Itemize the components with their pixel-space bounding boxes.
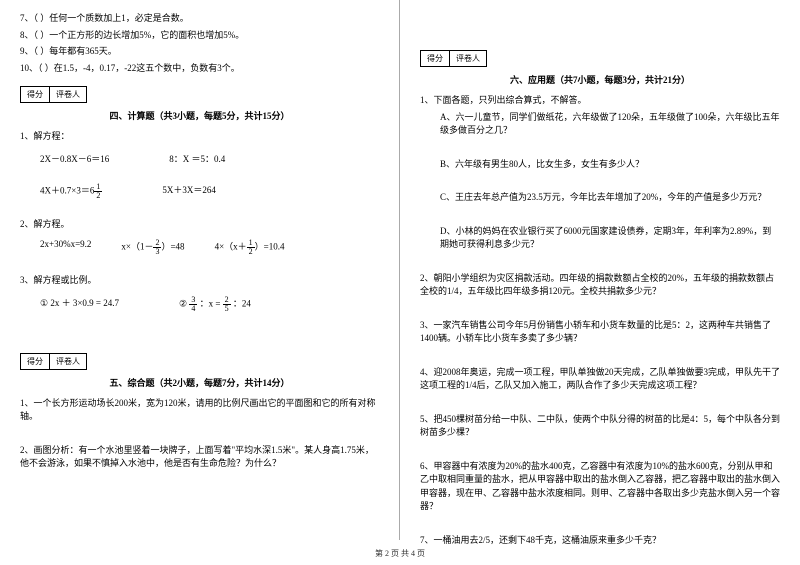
equation-row-3: 2x+30%x=9.2 x×（1－23）=48 4×（x＋12）=10.4 — [40, 239, 379, 256]
score-label-5: 得分 — [21, 354, 50, 369]
eq-2a: 4X＋0.7×3＝612 — [40, 183, 102, 200]
fraction-3-4: 34 — [189, 296, 197, 313]
eq-3c: 4×（x＋12）=10.4 — [215, 239, 285, 256]
section-5-title: 五、综合题（共2小题，每题7分，共计14分） — [20, 376, 379, 389]
composite-1: 1、一个长方形运动场长200米，宽为120米，请用的比例尺画出它的平面图和它的所… — [20, 397, 379, 424]
score-box-sec6: 得分 评卷人 — [420, 50, 487, 67]
app-2: 2、朝阳小学组织为灾区捐款活动。四年级的捐款数额占全校的20%，五年级的捐款数额… — [420, 272, 780, 299]
app-1b: B、六年级有男生80人，比女生多，女生有多少人？ — [420, 158, 780, 172]
app-5: 5、把450棵树苗分给一中队、二中队，使两个中队分得的树苗的比是4：5，每个中队… — [420, 413, 780, 440]
app-7: 7、一桶油用去2/5，还剩下48千克，这桶油原来重多少千克？ — [420, 534, 780, 548]
eq-3a: 2x+30%x=9.2 — [40, 239, 91, 256]
score-label: 得分 — [21, 87, 50, 102]
question-7: 7、（ ）任何一个质数加上1，必定是合数。 — [20, 12, 379, 26]
grader-label-6: 评卷人 — [450, 51, 486, 66]
equation-row-1: 2X－0.8X－6＝16 8：X ＝5：0.4 — [40, 152, 379, 165]
score-label-6: 得分 — [421, 51, 450, 66]
fraction-1-2: 12 — [94, 183, 102, 200]
question-9: 9、（ ）每年都有365天。 — [20, 45, 379, 59]
eq-1a: 2X－0.8X－6＝16 — [40, 152, 109, 165]
score-box-sec4: 得分 评卷人 — [20, 86, 87, 103]
eq-3b: x×（1－23）=48 — [121, 239, 184, 256]
eq-4b: ② 34 ：x = 25 ：24 — [179, 296, 251, 313]
grader-label: 评卷人 — [50, 87, 86, 102]
app-1d: D、小林的妈妈在农业银行买了6000元国家建设债券，定期3年，年利率为2.89%… — [420, 225, 780, 252]
equation-row-2: 4X＋0.7×3＝612 5X＋3X＝264 — [40, 183, 379, 200]
eq-2b: 5X＋3X＝264 — [162, 183, 216, 200]
app-3: 3、一家汽车销售公司今年5月份销售小轿车和小货车数量的比是5：2，这两种车共销售… — [420, 319, 780, 346]
eq-1b: 8：X ＝5：0.4 — [169, 152, 225, 165]
problem-3: 3、解方程或比例。 — [20, 274, 379, 288]
problem-1: 1、解方程： — [20, 130, 379, 144]
app-4: 4、迎2008年奥运，完成一项工程，甲队单独做20天完成，乙队单独做要3完成，甲… — [420, 366, 780, 393]
app-6: 6、甲容器中有浓度为20%的盐水400克，乙容器中有浓度为10%的盐水600克，… — [420, 460, 780, 514]
app-1: 1、下面各题，只列出综合算式，不解答。 — [420, 94, 780, 108]
fraction-2-5: 25 — [223, 296, 231, 313]
left-column: 7、（ ）任何一个质数加上1，必定是合数。 8、（ ）一个正方形的边长增加5%，… — [0, 0, 400, 540]
eq-4a: ① 2x ＋ 3×0.9 = 24.7 — [40, 296, 119, 313]
question-8: 8、（ ）一个正方形的边长增加5%，它的面积也增加5%。 — [20, 29, 379, 43]
page-footer: 第 2 页 共 4 页 — [0, 548, 800, 559]
question-10: 10、（ ）在1.5，-4，0.17，-22这五个数中，负数有3个。 — [20, 62, 379, 76]
grader-label-5: 评卷人 — [50, 354, 86, 369]
app-1a: A、六一儿童节，同学们做纸花，六年级做了120朵，五年级做了100朵，六年级比五… — [420, 111, 780, 138]
fraction-1-2b: 12 — [247, 239, 255, 256]
problem-2: 2、解方程。 — [20, 218, 379, 232]
section-4-title: 四、计算题（共3小题，每题5分，共计15分） — [20, 109, 379, 122]
equation-row-4: ① 2x ＋ 3×0.9 = 24.7 ② 34 ：x = 25 ：24 — [40, 296, 379, 313]
score-box-sec5: 得分 评卷人 — [20, 353, 87, 370]
right-column: 得分 评卷人 六、应用题（共7小题，每题3分，共计21分） 1、下面各题，只列出… — [400, 0, 800, 540]
app-1c: C、王庄去年总产值为23.5万元，今年比去年增加了20%，今年的产值是多少万元？ — [420, 191, 780, 205]
section-6-title: 六、应用题（共7小题，每题3分，共计21分） — [420, 73, 780, 86]
composite-2: 2、画图分析：有一个水池里竖着一块牌子，上面写着"平均水深1.5米"。某人身高1… — [20, 444, 379, 471]
